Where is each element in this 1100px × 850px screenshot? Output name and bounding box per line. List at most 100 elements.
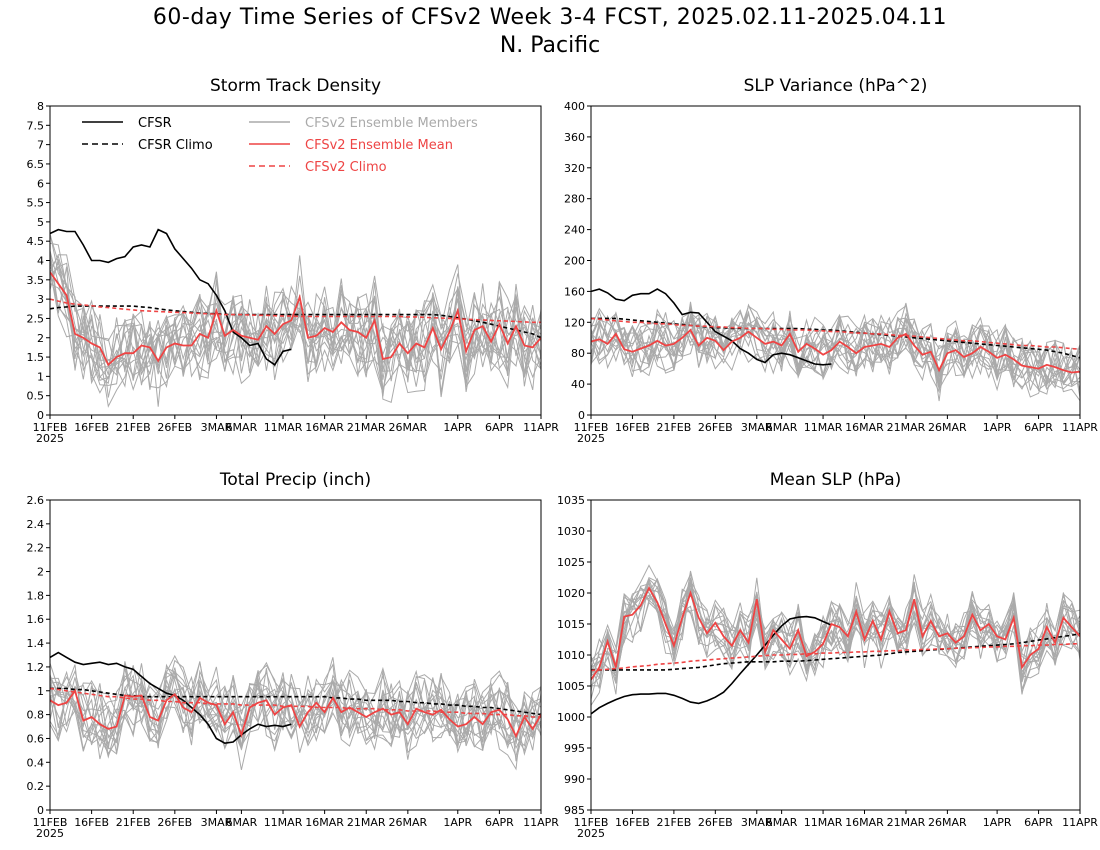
- y-tick-label: 160: [564, 285, 585, 298]
- ensemble-member-line: [50, 261, 541, 386]
- series-cfsv2-ensemble-mean: [50, 271, 541, 367]
- y-tick-label: 4: [37, 255, 44, 268]
- series-cfsv2-ensemble-mean: [50, 688, 541, 739]
- legend: CFSR CFSR Climo CFSv2 Ensemble Members CFSv…: [82, 116, 478, 175]
- x-tick-label: 16FEB: [74, 816, 109, 829]
- y-tick-label: 40: [571, 378, 585, 391]
- chart-panel-4: 985 990 995 1000 1005 1010 1015 1020 1025 1030 103…: [557, 470, 1098, 840]
- x-tick-label: 6APR: [1024, 421, 1053, 434]
- x-tick-label: 21MAR: [887, 816, 926, 829]
- legend-label: CFSv2 Ensemble Members: [305, 116, 478, 131]
- y-tick-label: 320: [564, 162, 585, 175]
- x-tick-label: 11APR: [1062, 421, 1098, 434]
- ensemble-member-line: [591, 579, 1080, 675]
- x-tick-label: 16MAR: [305, 421, 344, 434]
- y-tick-label: 280: [564, 193, 585, 206]
- y-tick-label: 80: [571, 347, 585, 360]
- series-cfsr: [50, 651, 292, 745]
- x-year-label: 2025: [577, 827, 605, 840]
- y-tick-label: 6: [37, 177, 44, 190]
- legend-label: CFSR: [138, 116, 172, 131]
- y-tick-label: 1030: [557, 525, 585, 538]
- ensemble-member-line: [591, 593, 1080, 677]
- panel-title: Mean SLP (hPa): [770, 470, 902, 490]
- x-tick-label: 1APR: [443, 421, 472, 434]
- chart-panel-2: 0 40 80 120 160 200 240 280 320 360 400 11FEB 16FEB 2…: [564, 76, 1098, 445]
- y-tick-label: 5: [37, 216, 44, 229]
- x-tick-label: 3MAR: [741, 421, 773, 434]
- series-cfsv2-ensemble-mean: [591, 586, 1080, 681]
- plot-frame: [49, 499, 542, 811]
- y-tick-label: 2.2: [27, 542, 45, 555]
- plot-area: [50, 651, 541, 771]
- x-tick-label: 11FEB: [33, 816, 68, 829]
- y-tick-label: 0: [37, 409, 44, 422]
- x-year-label: 2025: [36, 827, 64, 840]
- x-tick-label: 11MAR: [264, 421, 303, 434]
- x-tick-label: 21FEB: [116, 816, 151, 829]
- x-year-label: 2025: [577, 432, 605, 445]
- legend-label: CFSv2 Ensemble Mean: [305, 138, 453, 153]
- panel-title: Storm Track Density: [210, 76, 381, 96]
- y-tick-label: 400: [564, 100, 585, 113]
- y-tick-label: 1: [37, 685, 44, 698]
- x-tick-label: 11MAR: [804, 421, 843, 434]
- x-tick-label: 6APR: [485, 816, 514, 829]
- ensemble-member-line: [591, 582, 1080, 695]
- y-tick-label: 360: [564, 131, 585, 144]
- x-tick-label: 21MAR: [347, 816, 386, 829]
- plot-frame: [590, 499, 1081, 811]
- ensemble-member-line: [50, 674, 541, 771]
- y-tick-label: 3.5: [27, 274, 45, 287]
- y-tick-label: 1.2: [27, 661, 45, 674]
- x-year-label: 2025: [36, 432, 64, 445]
- y-tick-label: 2.5: [27, 312, 45, 325]
- y-tick-label: 120: [564, 316, 585, 329]
- panel-title: Total Precip (inch): [219, 470, 371, 490]
- x-tick-label: 11FEB: [574, 421, 609, 434]
- y-tick-label: 0: [37, 804, 44, 817]
- y-tick-label: 200: [564, 255, 585, 268]
- y-tick-label: 2.4: [27, 518, 45, 531]
- x-tick-label: 3MAR: [201, 816, 233, 829]
- ensemble-member-line: [591, 319, 1080, 402]
- x-tick-label: 3MAR: [201, 421, 233, 434]
- x-tick-label: 16MAR: [845, 816, 884, 829]
- x-tick-label: 26FEB: [157, 816, 192, 829]
- figure-subtitle: N. Pacific: [499, 33, 601, 58]
- y-tick-label: 240: [564, 224, 585, 237]
- y-tick-label: 1015: [557, 618, 585, 631]
- ensemble-member-line: [50, 669, 541, 759]
- y-tick-label: 3: [37, 293, 44, 306]
- chart-panel-3: 0 0.2 0.4 0.6 0.8 1 1.2 1.4 1.6 1.8 2 2.2 2.4 2.6 11FE…: [27, 470, 560, 840]
- y-tick-label: 990: [564, 773, 585, 786]
- x-tick-label: 1APR: [983, 421, 1012, 434]
- y-tick-label: 1035: [557, 494, 585, 507]
- x-tick-label: 6MAR: [226, 421, 258, 434]
- x-tick-label: 26FEB: [698, 421, 733, 434]
- panel-title: SLP Variance (hPa^2): [744, 76, 928, 96]
- y-tick-label: 1010: [557, 649, 585, 662]
- series-cfsr-climo: [50, 687, 541, 716]
- x-tick-label: 6MAR: [226, 816, 258, 829]
- y-tick-label: 1005: [557, 680, 585, 693]
- x-tick-label: 11APR: [523, 816, 559, 829]
- y-tick-label: 0.5: [27, 390, 45, 403]
- series-cfsr-climo: [591, 317, 1080, 359]
- y-tick-label: 1.4: [27, 637, 45, 650]
- x-tick-label: 26MAR: [928, 816, 967, 829]
- y-tick-label: 1.8: [27, 589, 45, 602]
- plot-area: [591, 288, 1080, 402]
- y-tick-label: 985: [564, 804, 585, 817]
- ensemble-member-line: [50, 259, 541, 408]
- y-tick-label: 1.6: [27, 613, 45, 626]
- x-tick-label: 26FEB: [698, 816, 733, 829]
- x-tick-label: 21FEB: [116, 421, 151, 434]
- x-tick-label: 16FEB: [74, 421, 109, 434]
- plot-area: [50, 228, 541, 408]
- x-tick-label: 11MAR: [264, 816, 303, 829]
- y-tick-label: 1025: [557, 556, 585, 569]
- series-cfsv2-climo: [591, 642, 1080, 672]
- x-tick-label: 16MAR: [305, 816, 344, 829]
